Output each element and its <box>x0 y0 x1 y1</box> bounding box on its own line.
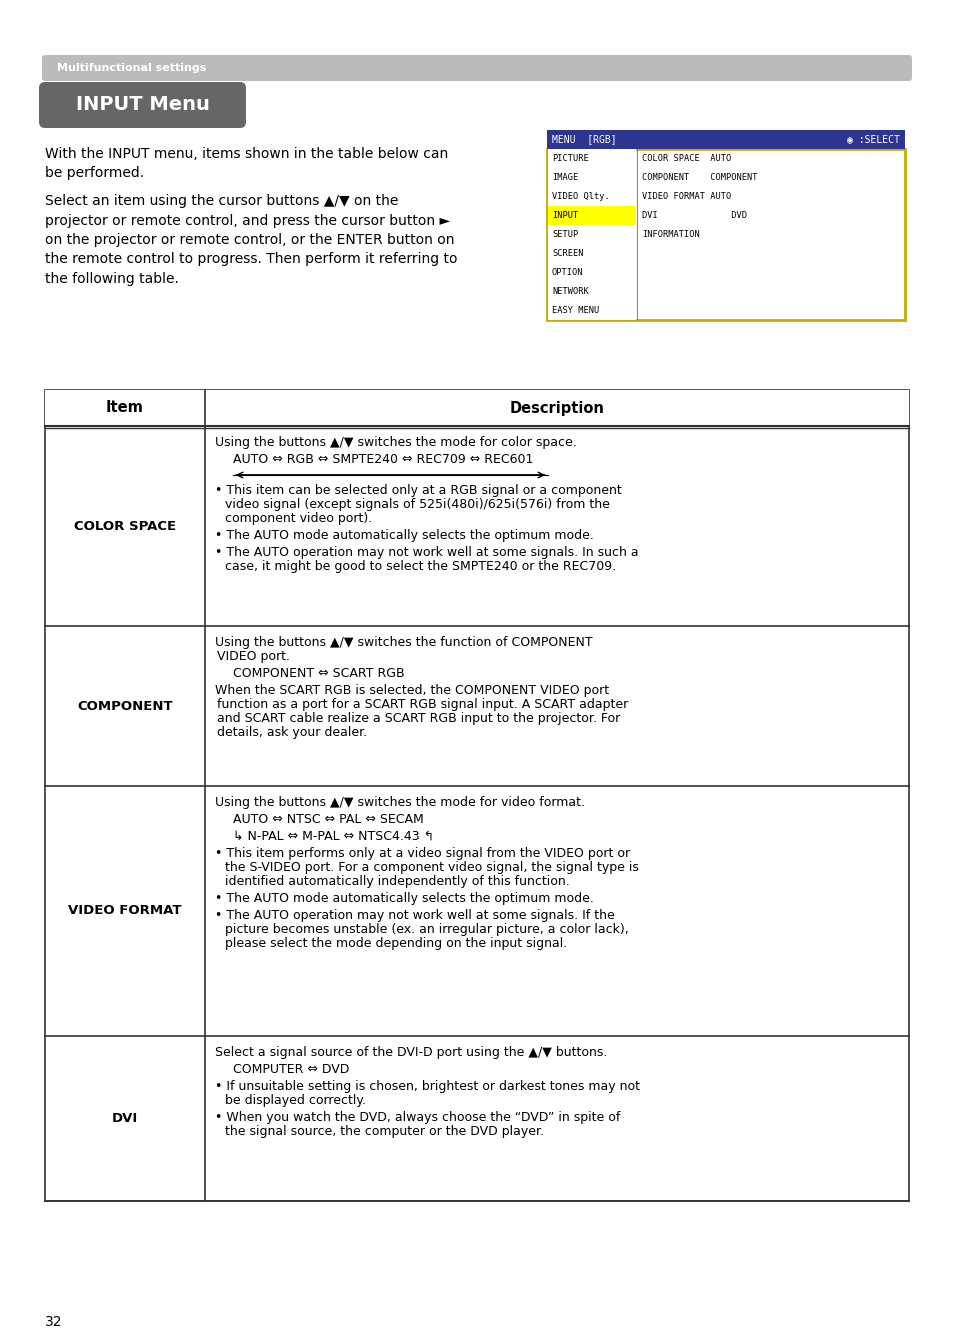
Bar <box>45 390 908 426</box>
Text: SETUP: SETUP <box>552 230 578 238</box>
FancyBboxPatch shape <box>42 55 911 80</box>
Text: • This item can be selected only at a RGB signal or a component: • This item can be selected only at a RG… <box>214 483 621 497</box>
Text: video signal (except signals of 525i(480i)/625i(576i) from the: video signal (except signals of 525i(480… <box>216 498 609 511</box>
Text: COMPONENT    COMPONENT: COMPONENT COMPONENT <box>641 173 757 182</box>
Text: NETWORK: NETWORK <box>552 287 588 296</box>
Text: DVI              DVD: DVI DVD <box>641 212 746 220</box>
Text: COLOR SPACE: COLOR SPACE <box>74 520 176 533</box>
Text: the signal source, the computer or the DVD player.: the signal source, the computer or the D… <box>216 1125 543 1138</box>
Text: INPUT: INPUT <box>552 212 578 220</box>
Text: VIDEO port.: VIDEO port. <box>216 649 290 663</box>
Text: the S-VIDEO port. For a component video signal, the signal type is: the S-VIDEO port. For a component video … <box>216 861 639 874</box>
Text: component video port).: component video port). <box>216 511 372 525</box>
Text: INFORMATION: INFORMATION <box>641 230 699 238</box>
Bar <box>547 225 636 244</box>
Text: When the SCART RGB is selected, the COMPONENT VIDEO port: When the SCART RGB is selected, the COMP… <box>214 684 608 698</box>
Bar <box>546 130 904 149</box>
Text: AUTO ⇔ RGB ⇔ SMPTE240 ⇔ REC709 ⇔ REC601: AUTO ⇔ RGB ⇔ SMPTE240 ⇔ REC709 ⇔ REC601 <box>225 453 533 466</box>
Bar <box>547 283 636 301</box>
Text: VIDEO Qlty.: VIDEO Qlty. <box>552 191 609 201</box>
Text: Multifunctional settings: Multifunctional settings <box>57 63 206 74</box>
Text: details, ask your dealer.: details, ask your dealer. <box>216 726 367 739</box>
Text: COMPUTER ⇔ DVD: COMPUTER ⇔ DVD <box>225 1063 349 1077</box>
Text: VIDEO FORMAT: VIDEO FORMAT <box>69 905 182 917</box>
Text: SCREEN: SCREEN <box>552 249 583 258</box>
Text: picture becomes unstable (ex. an irregular picture, a color lack),: picture becomes unstable (ex. an irregul… <box>216 923 628 936</box>
Bar <box>547 262 636 283</box>
Text: COMPONENT ⇔ SCART RGB: COMPONENT ⇔ SCART RGB <box>225 667 404 680</box>
Text: AUTO ⇔ NTSC ⇔ PAL ⇔ SECAM: AUTO ⇔ NTSC ⇔ PAL ⇔ SECAM <box>225 813 423 826</box>
Text: Description: Description <box>509 400 604 415</box>
Text: Using the buttons ▲/▼ switches the mode for color space.: Using the buttons ▲/▼ switches the mode … <box>214 437 577 449</box>
Text: • The AUTO operation may not work well at some signals. In such a: • The AUTO operation may not work well a… <box>214 546 638 558</box>
Text: Using the buttons ▲/▼ switches the function of COMPONENT: Using the buttons ▲/▼ switches the funct… <box>214 636 592 649</box>
Bar <box>547 301 636 320</box>
Text: Select an item using the cursor buttons ▲/▼ on the
projector or remote control, : Select an item using the cursor buttons … <box>45 194 457 287</box>
Text: VIDEO FORMAT AUTO: VIDEO FORMAT AUTO <box>641 191 731 201</box>
Text: COLOR SPACE  AUTO: COLOR SPACE AUTO <box>641 154 731 163</box>
Text: ◉ :SELECT: ◉ :SELECT <box>846 134 899 145</box>
Text: • If unsuitable setting is chosen, brightest or darkest tones may not: • If unsuitable setting is chosen, brigh… <box>214 1081 639 1093</box>
Text: MENU  [RGB]: MENU [RGB] <box>552 134 616 145</box>
Text: OPTION: OPTION <box>552 268 583 277</box>
Text: case, it might be good to select the SMPTE240 or the REC709.: case, it might be good to select the SMP… <box>216 560 616 573</box>
Text: and SCART cable realize a SCART RGB input to the projector. For: and SCART cable realize a SCART RGB inpu… <box>216 712 619 724</box>
Bar <box>546 149 904 320</box>
Text: Item: Item <box>106 400 144 415</box>
Text: • The AUTO operation may not work well at some signals. If the: • The AUTO operation may not work well a… <box>214 909 614 923</box>
Text: INPUT Menu: INPUT Menu <box>75 95 210 115</box>
Text: be displayed correctly.: be displayed correctly. <box>216 1094 366 1107</box>
Text: COMPONENT: COMPONENT <box>77 699 172 712</box>
Text: • The AUTO mode automatically selects the optimum mode.: • The AUTO mode automatically selects th… <box>214 529 594 542</box>
Text: function as a port for a SCART RGB signal input. A SCART adapter: function as a port for a SCART RGB signa… <box>216 698 628 711</box>
Text: • This item performs only at a video signal from the VIDEO port or: • This item performs only at a video sig… <box>214 848 630 860</box>
Bar <box>547 167 636 187</box>
Bar <box>45 390 908 1201</box>
Text: • When you watch the DVD, always choose the “DVD” in spite of: • When you watch the DVD, always choose … <box>214 1111 619 1123</box>
Text: ↳ N-PAL ⇔ M-PAL ⇔ NTSC4.43 ↰: ↳ N-PAL ⇔ M-PAL ⇔ NTSC4.43 ↰ <box>225 830 434 844</box>
Text: PICTURE: PICTURE <box>552 154 588 163</box>
Bar <box>547 187 636 206</box>
Bar <box>547 149 636 167</box>
Bar <box>547 206 636 225</box>
Bar <box>547 244 636 262</box>
Text: 32: 32 <box>45 1315 63 1330</box>
Text: DVI: DVI <box>112 1111 138 1125</box>
Text: Select a signal source of the DVI-D port using the ▲/▼ buttons.: Select a signal source of the DVI-D port… <box>214 1046 607 1059</box>
Text: • The AUTO mode automatically selects the optimum mode.: • The AUTO mode automatically selects th… <box>214 892 594 905</box>
Text: identified automatically independently of this function.: identified automatically independently o… <box>216 874 569 888</box>
Text: Using the buttons ▲/▼ switches the mode for video format.: Using the buttons ▲/▼ switches the mode … <box>214 795 584 809</box>
Text: please select the mode depending on the input signal.: please select the mode depending on the … <box>216 937 567 949</box>
FancyBboxPatch shape <box>39 82 246 129</box>
Text: With the INPUT menu, items shown in the table below can
be performed.: With the INPUT menu, items shown in the … <box>45 147 448 181</box>
Text: EASY MENU: EASY MENU <box>552 307 598 315</box>
Text: IMAGE: IMAGE <box>552 173 578 182</box>
